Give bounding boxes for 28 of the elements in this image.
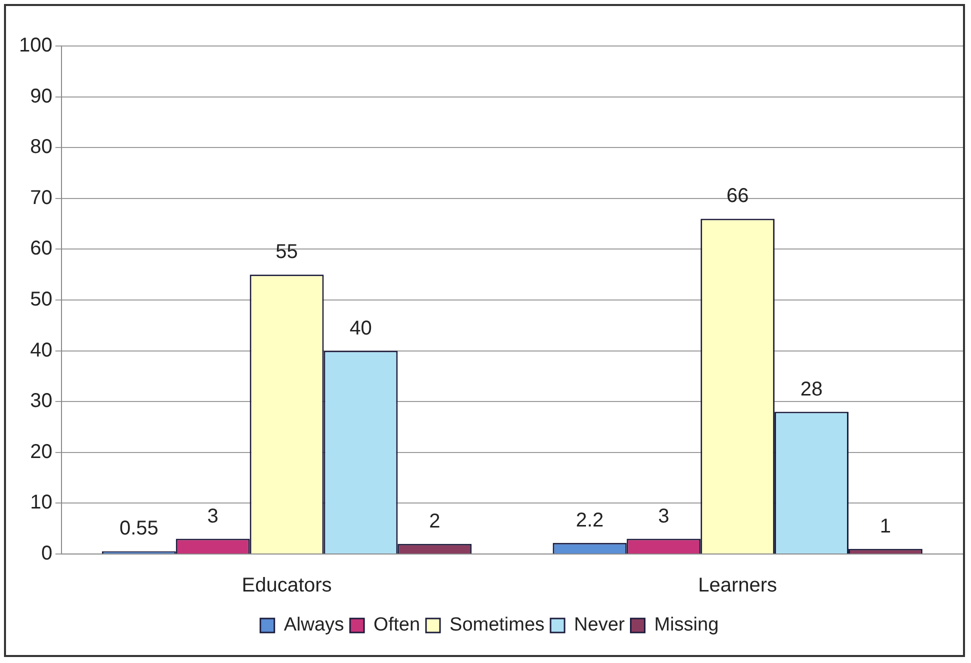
y-tick-label: 0 bbox=[41, 542, 52, 565]
data-label: 66 bbox=[726, 185, 749, 208]
data-label: 55 bbox=[276, 241, 298, 264]
x-tick-label: Learners bbox=[698, 574, 778, 597]
y-tick-label: 10 bbox=[30, 492, 52, 514]
legend-label: Often bbox=[374, 614, 420, 636]
y-tick-label: 90 bbox=[30, 85, 52, 108]
y-tick-label: 60 bbox=[30, 238, 52, 260]
y-tick-label: 100 bbox=[18, 34, 52, 57]
legend-label: Missing bbox=[654, 614, 719, 636]
x-tick-label: Educators bbox=[242, 574, 332, 597]
data-label: 2 bbox=[429, 510, 440, 532]
data-label: 2.2 bbox=[576, 509, 604, 532]
data-label: 28 bbox=[800, 378, 823, 400]
y-tick-label: 70 bbox=[30, 186, 52, 209]
data-label: 3 bbox=[207, 505, 218, 528]
legend-label: Never bbox=[574, 614, 626, 636]
y-tick-label: 30 bbox=[30, 390, 52, 412]
y-tick-label: 40 bbox=[30, 339, 52, 362]
y-tick-label: 20 bbox=[30, 440, 52, 463]
data-label: 40 bbox=[350, 317, 372, 340]
data-label: 3 bbox=[658, 505, 670, 528]
legend-label: Always bbox=[284, 614, 344, 636]
data-label: 0.55 bbox=[119, 518, 158, 540]
data-label: 1 bbox=[880, 515, 892, 538]
legend-label: Sometimes bbox=[450, 614, 545, 636]
y-tick-label: 50 bbox=[30, 288, 52, 311]
y-tick-label: 80 bbox=[30, 136, 52, 158]
